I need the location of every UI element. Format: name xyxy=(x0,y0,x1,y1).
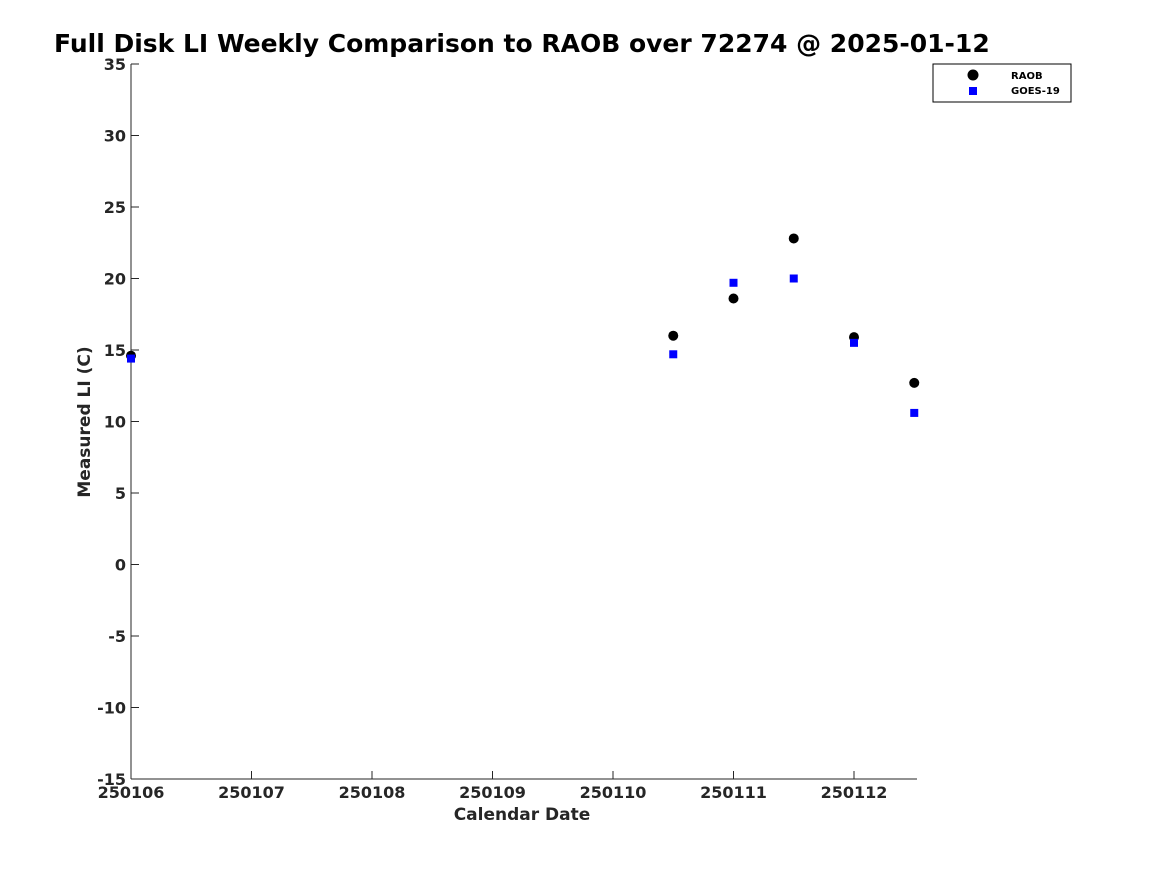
raob-point xyxy=(788,233,799,244)
goes-19-point xyxy=(669,350,678,359)
x-tick-label: 250112 xyxy=(821,783,888,802)
raob-point xyxy=(909,377,920,388)
x-axis: 250106 250107 250108 250109 250110 250111 2501… xyxy=(98,771,888,802)
y-tick-label: -15 xyxy=(97,770,126,789)
y-tick-label: 10 xyxy=(104,413,126,432)
legend-goes-marker xyxy=(969,87,977,95)
y-tick-label: 0 xyxy=(115,556,126,575)
x-tick-label: 250109 xyxy=(459,783,526,802)
goes-19-point xyxy=(729,278,738,287)
legend-box xyxy=(932,63,1072,103)
raob-point xyxy=(668,330,679,341)
y-tick-label: 15 xyxy=(104,341,126,360)
goes-19-point xyxy=(910,408,919,417)
data-markers xyxy=(126,233,920,417)
legend-goes-label: GOES-19 xyxy=(1011,86,1060,97)
legend-raob-marker xyxy=(967,69,979,81)
y-axis-label: Measured LI (C) xyxy=(75,346,95,497)
plot-area xyxy=(130,64,917,780)
goes-19-point xyxy=(850,338,858,347)
raob-point xyxy=(728,293,739,304)
y-tick-label: 5 xyxy=(115,484,126,503)
y-tick-label: 30 xyxy=(104,127,126,146)
y-tick-label: 35 xyxy=(104,55,126,74)
x-tick-label: 250110 xyxy=(580,783,647,802)
y-tick-label: 20 xyxy=(104,270,126,289)
x-tick-label: 250106 xyxy=(98,783,165,802)
goes-19-point xyxy=(789,274,798,283)
x-axis-label: Calendar Date xyxy=(454,805,591,825)
x-tick-label: 250108 xyxy=(339,783,406,802)
x-tick-label: 250107 xyxy=(218,783,285,802)
chart-title: Full Disk LI Weekly Comparison to RAOB o… xyxy=(54,29,990,58)
y-tick-label: -10 xyxy=(97,699,126,718)
y-axis: 35 30 25 20 15 10 5 0 -5 -10 -15 xyxy=(97,55,139,789)
x-tick-label: 250111 xyxy=(700,783,767,802)
y-tick-label: -5 xyxy=(108,627,126,646)
legend-raob-label: RAOB xyxy=(1011,71,1043,82)
y-tick-label: 25 xyxy=(104,198,126,217)
legend: RAOB GOES-19 xyxy=(932,63,1072,103)
goes-19-point xyxy=(127,354,135,363)
